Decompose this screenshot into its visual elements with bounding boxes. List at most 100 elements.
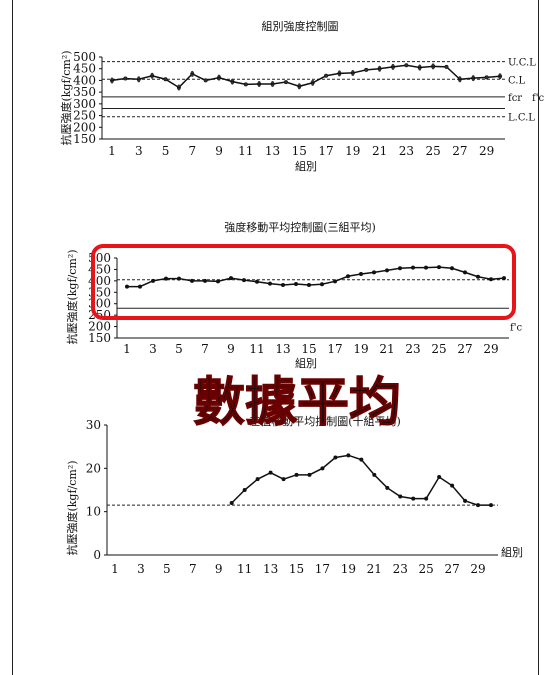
- data-point: [281, 282, 285, 287]
- highlight-box: [91, 244, 516, 320]
- specimen-point: [110, 80, 114, 84]
- data-point: [346, 453, 351, 458]
- x-tick-label: 27: [444, 562, 459, 576]
- specimen-point: [311, 79, 314, 83]
- data-point: [437, 475, 442, 479]
- specimen-point: [244, 83, 248, 86]
- data-point: [333, 279, 337, 284]
- y-tick-label: 250: [73, 109, 96, 123]
- data-point: [216, 279, 220, 284]
- y-tick-label: 10: [86, 505, 101, 519]
- x-tick-label: 9: [215, 144, 223, 158]
- ucl-label: U.C.L: [508, 58, 536, 69]
- specimen-point: [431, 66, 435, 70]
- specimen-point: [177, 84, 181, 88]
- y-tick-label: 200: [73, 120, 96, 134]
- x-tick-label: 3: [135, 144, 143, 158]
- x-tick-label: 29: [479, 144, 494, 158]
- x-tick-label: 11: [238, 144, 253, 158]
- x-axis-label: 組別: [295, 160, 317, 173]
- data-point: [190, 278, 194, 283]
- data-point: [307, 472, 312, 477]
- chart-title: 組別強度控制圖: [262, 19, 339, 33]
- y-axis-label: 抗壓強度(kgf/cm²): [59, 50, 73, 145]
- data-point: [463, 270, 467, 275]
- x-tick-label: 13: [263, 562, 278, 576]
- data-point: [411, 496, 416, 501]
- specimen-point: [391, 67, 395, 70]
- x-tick-label: 11: [249, 342, 264, 356]
- series-line: [231, 454, 491, 506]
- specimen-point: [471, 75, 475, 78]
- data-point: [255, 477, 260, 482]
- specimen-point: [311, 83, 314, 86]
- document-page: [12, 0, 539, 675]
- data-point: [502, 276, 506, 281]
- specimen-point: [204, 79, 207, 82]
- data-point: [372, 270, 376, 275]
- x-tick-label: 19: [353, 342, 368, 356]
- data-point: [138, 284, 142, 289]
- data-point: [333, 455, 338, 460]
- x-tick-label: 23: [393, 562, 408, 576]
- y-tick-label: 150: [88, 331, 111, 345]
- specimen-point: [445, 65, 448, 69]
- specimen-point: [458, 79, 462, 83]
- x-tick-label: 15: [292, 144, 307, 158]
- specimen-point: [485, 76, 488, 79]
- fc-label: f'c: [510, 322, 522, 333]
- specimen-point: [190, 70, 194, 74]
- data-point: [359, 272, 363, 276]
- data-point: [268, 281, 272, 286]
- x-tick-label: 29: [483, 342, 498, 356]
- specimen-point: [150, 72, 154, 76]
- specimen-point: [405, 63, 408, 67]
- x-tick-label: 5: [162, 144, 170, 158]
- chart-2: 強度移動平均控制圖(三組平均)1502002503003504004505001…: [65, 220, 522, 370]
- specimen-point: [338, 70, 341, 74]
- specimen-point: [284, 80, 288, 84]
- specimen-point: [231, 78, 234, 82]
- x-tick-label: 27: [452, 144, 467, 158]
- data-point: [255, 279, 259, 284]
- x-tick-label: 19: [345, 144, 360, 158]
- x-tick-label: 7: [188, 144, 196, 158]
- specimen-point: [217, 78, 221, 81]
- x-tick-label: 17: [315, 562, 330, 576]
- y-tick-label: 400: [73, 73, 96, 87]
- data-point: [476, 503, 481, 508]
- x-tick-label: 1: [111, 562, 119, 576]
- x-tick-label: 17: [327, 342, 342, 356]
- data-point: [359, 457, 364, 462]
- data-point: [203, 278, 207, 283]
- specimen-point: [498, 76, 502, 80]
- chart-title: 強度移動平均控制圖(三組平均): [224, 220, 376, 234]
- x-tick-label: 21: [372, 144, 387, 158]
- x-tick-label: 7: [201, 342, 209, 356]
- specimen-point: [257, 80, 261, 84]
- series-line: [111, 64, 501, 89]
- x-tick-label: 21: [379, 342, 394, 356]
- specimen-point: [458, 76, 462, 79]
- x-tick-label: 3: [137, 562, 145, 576]
- specimen-point: [471, 78, 475, 82]
- x-tick-label: 25: [425, 144, 440, 158]
- specimen-point: [137, 76, 141, 79]
- y-tick-label: 300: [73, 97, 96, 111]
- specimen-point: [418, 64, 422, 68]
- specimen-point: [298, 83, 301, 86]
- specimen-point: [257, 84, 261, 87]
- data-point: [281, 477, 286, 482]
- x-tick-label: 11: [237, 562, 252, 576]
- x-tick-label: 19: [341, 562, 356, 576]
- data-point: [398, 266, 402, 271]
- data-point: [411, 265, 415, 270]
- x-tick-label: 25: [431, 342, 446, 356]
- x-tick-label: 1: [123, 342, 131, 356]
- lcl-label: L.C.L: [508, 113, 535, 124]
- data-point: [385, 268, 389, 273]
- x-tick-label: 23: [399, 144, 414, 158]
- data-point: [268, 470, 273, 475]
- y-tick-label: 150: [73, 132, 96, 146]
